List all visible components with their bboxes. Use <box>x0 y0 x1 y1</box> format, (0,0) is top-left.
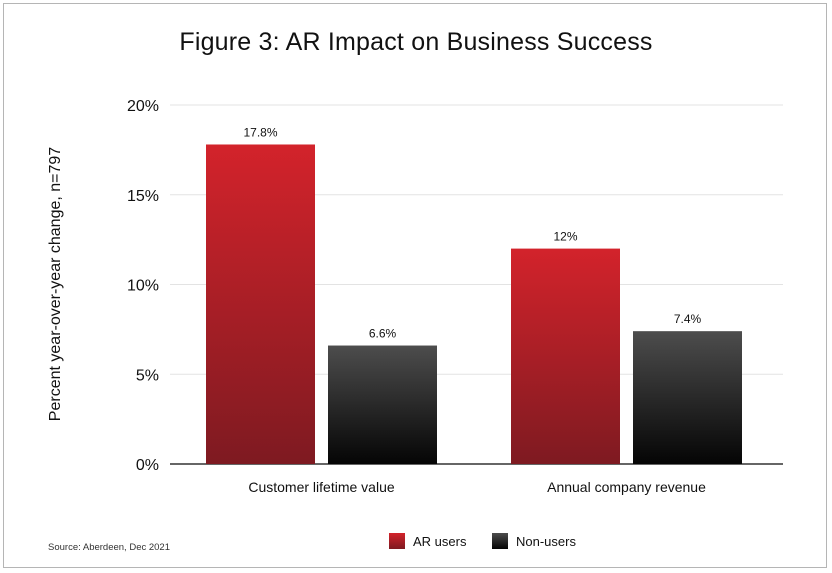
data-label: 6.6% <box>369 327 397 341</box>
bar-non-users-1 <box>633 331 742 464</box>
bar-ar-users-1 <box>511 248 620 464</box>
y-tick-label: 20% <box>127 98 159 115</box>
bar-non-users-0 <box>328 345 437 464</box>
legend-swatch-non-users <box>492 533 508 549</box>
source-note: Source: Aberdeen, Dec 2021 <box>48 542 171 553</box>
data-label: 17.8% <box>243 125 277 139</box>
legend-item-non-users: Non-users <box>492 533 576 549</box>
legend-item-ar-users: AR users <box>389 533 466 549</box>
y-tick-label: 5% <box>136 367 159 384</box>
x-tick-label: Annual company revenue <box>547 479 706 495</box>
y-tick-label: 15% <box>127 188 159 205</box>
data-label: 7.4% <box>674 312 702 326</box>
legend-swatch-ar-users <box>389 533 405 549</box>
y-tick-label: 0% <box>136 457 159 474</box>
chart-title: Figure 3: AR Impact on Business Success <box>179 28 653 56</box>
chart-frame <box>3 3 827 568</box>
legend-label-ar-users: AR users <box>413 533 467 549</box>
legend-label-non-users: Non-users <box>516 533 576 549</box>
y-tick-label: 10% <box>127 278 159 295</box>
data-label: 12% <box>553 230 577 244</box>
bar-ar-users-0 <box>206 144 315 465</box>
y-axis-label: Percent year-over-year change, n=797 <box>47 147 64 421</box>
x-tick-label: Customer lifetime value <box>248 479 394 495</box>
